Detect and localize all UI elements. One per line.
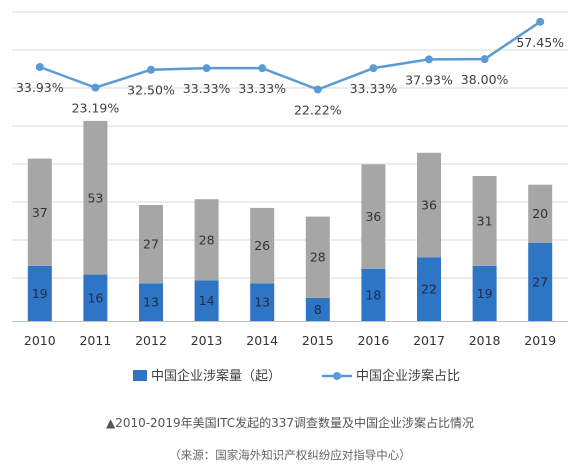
x-tick-label: 2012 [135,333,167,348]
x-tick-label: 2013 [191,333,223,348]
ratio-label: 57.45% [516,35,564,50]
bar-other-label: 53 [87,190,103,205]
ratio-point [202,64,211,73]
bar-other [194,199,219,281]
bar-china-label: 27 [532,274,548,289]
bar-china [83,274,108,321]
ratio-label: 37.93% [405,72,453,87]
bar-china [139,283,163,321]
bars: 19 37 16 53 13 27 14 28 13 26 8 28 18 36 22 36 19 31 27 20 [27,120,553,321]
bar-china-label: 19 [477,286,493,301]
bar-china-label: 16 [87,290,103,305]
ratio-label: 23.19% [72,101,120,116]
bar-other-label: 36 [421,198,437,213]
bar-other-label: 26 [254,238,270,253]
x-tick-label: 2018 [469,333,501,348]
bar-china [417,257,441,321]
bar-china-label: 13 [254,295,270,310]
ratio-point [369,64,378,73]
chart-caption: ▲2010-2019年美国ITC发起的337调查数量及中国企业涉案占比情况 [105,416,475,430]
ratio-label: 33.33% [183,81,231,96]
legend-swatch-china [133,370,147,381]
bar-china [250,283,275,321]
chart-source: （来源：国家海外知识产权纠纷应对指导中心） [169,448,411,462]
bar-china [472,265,497,321]
bar-other [305,216,330,298]
ratio-label: 33.93% [16,80,64,95]
x-axis: 2010 2011 2012 2013 2014 2015 2016 2017 2018 2019 [12,321,568,348]
ratio-point [91,83,100,92]
ratio-point [258,64,267,73]
bar-other [27,158,52,266]
bar-other-label: 37 [32,205,48,220]
legend-label-ratio: 中国企业涉案占比 [356,368,460,384]
legend-label-china: 中国企业涉案量（起） [151,368,281,384]
legend: 中国企业涉案量（起） 中国企业涉案占比 [133,368,460,384]
ratio-point [536,17,545,26]
x-tick-label: 2014 [246,333,278,348]
ratio-point [35,63,44,71]
ratio-label: 38.00% [461,72,509,87]
ratio-label: 22.22% [294,102,342,117]
bar-china-label: 18 [365,287,381,302]
bar-other [528,184,553,243]
bar-other [361,164,386,269]
bar-other [250,207,275,284]
ratio-label: 33.33% [238,81,286,96]
bar-china [194,280,219,321]
ratio-label: 33.33% [350,81,398,96]
bar-china [528,242,553,321]
bar-china-label: 22 [421,282,437,297]
x-tick-label: 2010 [24,333,56,348]
bar-china [361,268,386,321]
bar-other-label: 20 [532,206,548,221]
x-tick-label: 2015 [302,333,334,348]
bar-other-label: 36 [365,209,381,224]
bar-other [472,176,497,266]
bar-other-label: 28 [310,250,326,265]
ratio-point [147,65,155,74]
chart-canvas: 193716531327142813268281836223619312720 … [12,11,568,384]
bar-other [139,205,163,284]
bar-china-label: 13 [143,295,159,310]
ratio-point [313,85,322,94]
bar-other-label: 31 [477,213,493,228]
ratio-point [425,55,433,64]
legend-marker-ratio [333,372,341,380]
ratio-line: 33.93% 23.19% 32.50% 33.33% 33.33% 22.22% 33.3… [16,17,564,117]
x-tick-label: 2017 [413,333,445,348]
bar-other-label: 28 [199,232,215,247]
bar-china-label: 8 [314,302,322,317]
bar-china [27,265,52,321]
bar-other-label: 27 [143,237,159,252]
bar-other [83,120,108,275]
x-tick-label: 2011 [79,333,111,348]
ratio-point [480,55,489,64]
bar-china-label: 19 [32,286,48,301]
ratio-line-path [39,20,541,91]
bar-other [417,152,441,258]
ratio-label: 32.50% [127,83,175,98]
x-tick-label: 2016 [357,333,389,348]
x-tick-label: 2019 [524,333,556,348]
bar-china [305,297,330,321]
bar-china-label: 14 [199,293,215,308]
